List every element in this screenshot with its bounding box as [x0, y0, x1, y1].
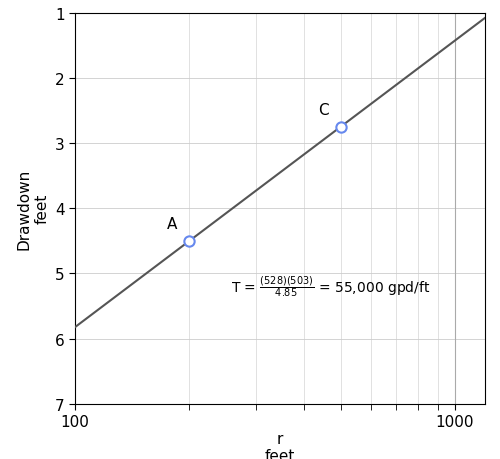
Text: T = $\frac{(528)(503)}{4.85}$ = 55,000 gpd/ft: T = $\frac{(528)(503)}{4.85}$ = 55,000 g… [231, 274, 430, 299]
Y-axis label: Drawdown
feet: Drawdown feet [17, 168, 50, 249]
Point [336, 124, 344, 131]
Text: C: C [318, 103, 328, 118]
Point [186, 238, 194, 245]
X-axis label: r
feet: r feet [265, 431, 295, 459]
Text: A: A [167, 217, 177, 232]
